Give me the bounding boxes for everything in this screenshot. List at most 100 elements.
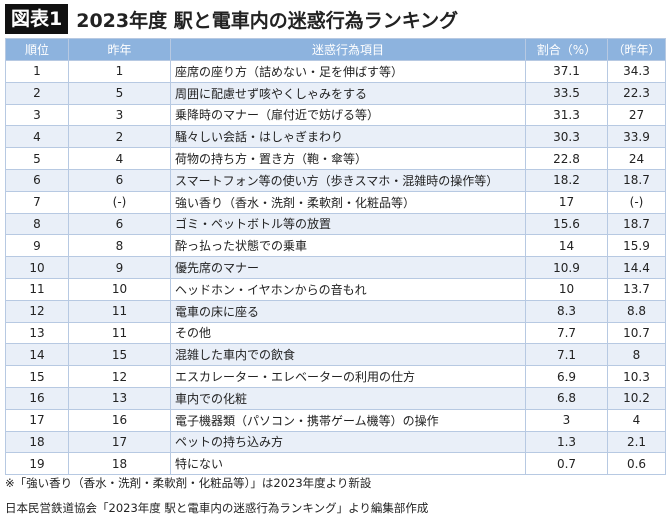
table-row: 1 1 座席の座り方（詰めない・足を伸ばす等） 37.1 34.3 xyxy=(5,60,666,83)
cell: 6 xyxy=(68,168,171,192)
cell: 周囲に配慮せず咳やくしゃみをする xyxy=(170,81,526,105)
cell: ペットの持ち込み方 xyxy=(170,430,526,454)
cell: 22.8 xyxy=(525,147,608,170)
cell: ヘッドホン・イヤホンからの音もれ xyxy=(170,277,526,301)
table-row: 6 6 スマートフォン等の使い方（歩きスマホ・混雑時の操作等） 18.2 18.7 xyxy=(5,168,666,192)
cell: 優先席のマナー xyxy=(170,256,526,279)
cell: 12 xyxy=(68,365,171,388)
cell: 7 xyxy=(5,190,69,214)
cell: 6 xyxy=(68,212,171,236)
cell: 4 xyxy=(5,125,69,149)
cell: 12 xyxy=(5,299,69,323)
cell: 37.1 xyxy=(525,60,608,83)
table-row: 11 10 ヘッドホン・イヤホンからの音もれ 10 13.7 xyxy=(5,277,666,301)
cell: 11 xyxy=(68,321,171,345)
cell: 6 xyxy=(5,168,69,192)
table-row: 19 18 特にない 0.7 0.6 xyxy=(5,452,666,476)
cell: 10.7 xyxy=(607,321,666,345)
cell: 車内での化粧 xyxy=(170,386,526,410)
cell: 乗降時のマナー（扉付近で妨げる等） xyxy=(170,103,526,127)
cell: 17 xyxy=(525,190,608,214)
cell: 34.3 xyxy=(607,60,666,83)
table: 順位 昨年 迷惑行為項目 割合（%） （昨年） 1 1 座席の座り方（詰めない・足を伸ばす等… xyxy=(5,38,666,476)
cell: 2 xyxy=(68,125,171,149)
cell: 18.7 xyxy=(607,168,666,192)
cell: 31.3 xyxy=(525,103,608,127)
cell: 1 xyxy=(5,60,69,83)
cell: 5 xyxy=(5,147,69,170)
column-header: 割合（%） xyxy=(525,38,608,61)
cell: 11 xyxy=(5,277,69,301)
cell: 15.6 xyxy=(525,212,608,236)
cell: 騒々しい会話・はしゃぎまわり xyxy=(170,125,526,149)
cell: (-) xyxy=(68,190,171,214)
cell: 18.2 xyxy=(525,168,608,192)
cell: 10.2 xyxy=(607,386,666,410)
table-row: 2 5 周囲に配慮せず咳やくしゃみをする 33.5 22.3 xyxy=(5,81,666,105)
cell: 17 xyxy=(68,430,171,454)
cell: 17 xyxy=(5,408,69,432)
cell: 0.7 xyxy=(525,452,608,476)
title: 2023年度 駅と電車内の迷惑行為ランキング xyxy=(76,9,459,32)
cell: 8 xyxy=(5,212,69,236)
cell: 14 xyxy=(5,343,69,367)
cell: 18 xyxy=(5,430,69,454)
cell: 24 xyxy=(607,147,666,170)
cell: 5 xyxy=(68,81,171,105)
cell: その他 xyxy=(170,321,526,345)
cell: 10 xyxy=(68,277,171,301)
cell: 15.9 xyxy=(607,234,666,258)
cell: 19 xyxy=(5,452,69,476)
table-row: 12 11 電車の床に座る 8.3 8.8 xyxy=(5,299,666,323)
table-row: 16 13 車内での化粧 6.8 10.2 xyxy=(5,386,666,410)
cell: 16 xyxy=(68,408,171,432)
note: 日本民営鉄道協会「2023年度 駅と電車内の迷惑行為ランキング」より編集部作成 xyxy=(5,501,429,515)
table-row: 4 2 騒々しい会話・はしゃぎまわり 30.3 33.9 xyxy=(5,125,666,149)
header-row: 順位 昨年 迷惑行為項目 割合（%） （昨年） xyxy=(5,38,666,61)
cell: 14 xyxy=(525,234,608,258)
cell: 2 xyxy=(5,81,69,105)
cell: 0.6 xyxy=(607,452,666,476)
cell: 13 xyxy=(68,386,171,410)
cell: 特にない xyxy=(170,452,526,476)
cell: 2.1 xyxy=(607,430,666,454)
cell: 1 xyxy=(68,60,171,83)
table-row: 13 11 その他 7.7 10.7 xyxy=(5,321,666,345)
column-header: 昨年 xyxy=(68,38,171,61)
cell: 4 xyxy=(68,147,171,170)
cell: 3 xyxy=(5,103,69,127)
cell: 10 xyxy=(5,256,69,279)
cell: 強い香り（香水・洗剤・柔軟剤・化粧品等） xyxy=(170,190,526,214)
table-row: 9 8 酔っ払った状態での乗車 14 15.9 xyxy=(5,234,666,258)
cell: 酔っ払った状態での乗車 xyxy=(170,234,526,258)
cell: 4 xyxy=(607,408,666,432)
cell: 9 xyxy=(5,234,69,258)
cell: 18.7 xyxy=(607,212,666,236)
column-header: 迷惑行為項目 xyxy=(170,38,526,61)
column-header: （昨年） xyxy=(607,38,666,61)
note: ※「強い香り（香水・洗剤・柔軟剤・化粧品等）」は2023年度より新設 xyxy=(5,476,372,490)
cell: 15 xyxy=(5,365,69,388)
table-row: 10 9 優先席のマナー 10.9 14.4 xyxy=(5,256,666,279)
cell: 9 xyxy=(68,256,171,279)
cell: 13 xyxy=(5,321,69,345)
cell: 混雑した車内での飲食 xyxy=(170,343,526,367)
table-row: 5 4 荷物の持ち方・置き方（鞄・傘等） 22.8 24 xyxy=(5,147,666,170)
table-body: 1 1 座席の座り方（詰めない・足を伸ばす等） 37.1 34.3 2 5 周囲に配慮せず咳や… xyxy=(5,60,666,476)
cell: 3 xyxy=(68,103,171,127)
cell: 6.9 xyxy=(525,365,608,388)
cell: 8 xyxy=(68,234,171,258)
cell: 6.8 xyxy=(525,386,608,410)
cell: 10.9 xyxy=(525,256,608,279)
cell: 22.3 xyxy=(607,81,666,105)
cell: 11 xyxy=(68,299,171,323)
cell: 15 xyxy=(68,343,171,367)
cell: 電子機器類（パソコン・携帯ゲーム機等）の操作 xyxy=(170,408,526,432)
cell: 7.7 xyxy=(525,321,608,345)
cell: 27 xyxy=(607,103,666,127)
figure-label: 図表1 xyxy=(5,4,69,34)
cell: 33.9 xyxy=(607,125,666,149)
cell: 16 xyxy=(5,386,69,410)
cell: (-) xyxy=(607,190,666,214)
